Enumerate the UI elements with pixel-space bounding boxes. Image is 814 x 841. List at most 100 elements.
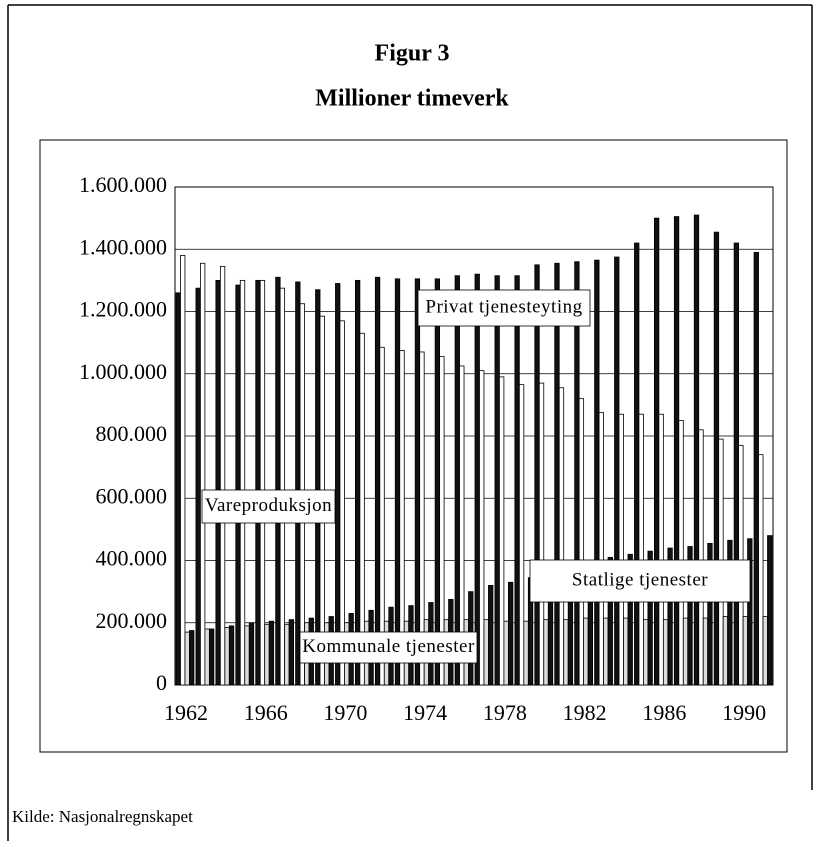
bar [200,262,206,686]
x-tick-label: 1978 [483,700,527,725]
source: Kilde: Nasjonalregnskapet [12,807,193,826]
bar [702,617,709,686]
bar [488,585,494,686]
bar [288,619,295,686]
bar [742,616,748,686]
bar [279,287,286,686]
bar [224,627,230,686]
bar [259,279,266,686]
x-tick-label: 1974 [403,700,447,725]
bar [235,284,241,686]
bar [658,413,664,686]
y-tick-label: 0 [156,670,167,695]
bar [662,619,669,686]
bar [758,454,764,686]
bar [483,619,489,686]
bar [503,620,509,686]
bar [180,255,186,686]
y-tick-label: 1.000.000 [79,359,167,384]
bar [399,350,405,686]
bar [733,242,740,686]
chart-subtitle: Millioner timeverk [315,86,509,112]
bar [682,617,689,686]
y-tick-label: 400.000 [96,546,168,571]
bar [543,619,549,686]
bar [673,216,680,686]
bar [284,623,290,686]
y-tick-label: 1.200.000 [79,297,167,322]
series-label-box [529,559,751,603]
bar [219,265,226,686]
bar [667,547,673,686]
bar [578,398,585,686]
bar [518,384,525,686]
bar [208,628,215,686]
bar [534,264,540,686]
bar [747,538,753,686]
bar [499,376,505,686]
y-tick-label: 800.000 [96,421,168,446]
x-tick-label: 1966 [244,700,288,725]
bar [687,546,693,686]
series-label-box [201,489,336,524]
bar [627,553,633,686]
bar [474,273,480,686]
bar [523,620,529,686]
bar [459,365,465,686]
x-tick-label: 1982 [563,700,607,725]
bar [713,231,720,686]
bar [767,535,773,686]
x-tick-label: 1990 [722,700,766,725]
y-tick-label: 1.600.000 [79,172,167,197]
bar [707,542,713,686]
bar [558,387,565,686]
bar [315,289,321,686]
bar [507,581,514,686]
bar [693,214,700,686]
series-label: Kommunale tjenester [302,636,475,657]
bar [727,539,733,686]
plot-area [174,186,774,686]
bar [255,279,261,686]
bar [434,278,441,686]
bar [454,275,460,686]
bar [268,620,275,686]
bar [439,356,445,686]
bar [354,279,361,686]
bar [722,616,729,686]
bar [643,619,649,686]
bar [563,619,569,686]
bar [248,622,255,686]
bar [244,625,250,686]
series-label-box [417,289,591,327]
bar [647,550,653,686]
bar [275,276,281,686]
bar [603,617,609,686]
bar [583,617,589,686]
bar [623,617,629,686]
bar [204,628,210,686]
bar [379,346,385,686]
bar [762,616,768,686]
bar [419,351,425,686]
series-label: Statlige tjenester [572,569,708,590]
bar [514,275,520,686]
bar [189,630,195,686]
bar [359,332,365,686]
bar [394,278,401,686]
bar [614,256,620,686]
y-tick-label: 1.400.000 [79,234,167,259]
bar [175,292,181,686]
bar [638,413,644,686]
y-tick-label: 600.000 [96,483,168,508]
bar [215,279,221,686]
bar [339,320,345,686]
bar [239,279,246,686]
bar [607,556,613,686]
bar [698,429,704,686]
x-tick-label: 1986 [642,700,686,725]
bar [335,283,341,686]
bar [494,275,500,686]
series-label: Privat tjenesteyting [425,296,582,317]
